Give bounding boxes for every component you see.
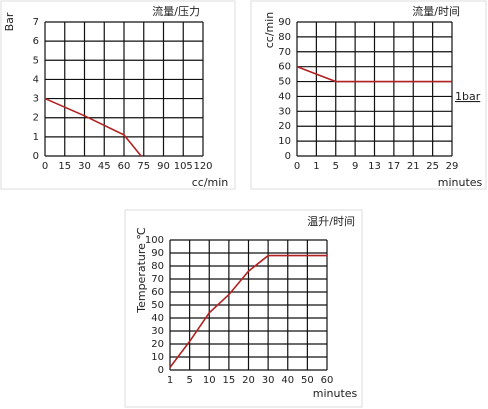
y-tick-label: 60 xyxy=(278,62,291,73)
x-tick-label: 75 xyxy=(137,161,150,172)
y-tick-label: 2 xyxy=(33,113,39,124)
y-tick-label: 80 xyxy=(278,32,291,43)
x-tick-label: 5 xyxy=(333,161,339,172)
x-axis-label: minutes xyxy=(313,387,358,400)
x-tick-label: 25 xyxy=(426,161,439,172)
x-tick-label: 40 xyxy=(281,375,294,386)
y-tick-label: 20 xyxy=(278,121,291,132)
y-tick-label: 70 xyxy=(151,274,164,285)
x-tick-label: 15 xyxy=(58,161,71,172)
x-tick-label: 60 xyxy=(321,375,334,386)
x-tick-label: 15 xyxy=(223,375,236,386)
x-tick-label: 9 xyxy=(352,161,358,172)
x-tick-label: 30 xyxy=(78,161,91,172)
panel xyxy=(0,0,236,190)
y-tick-label: 10 xyxy=(151,352,164,363)
y-tick-label: 90 xyxy=(151,248,164,259)
y-tick-label: 5 xyxy=(33,55,39,66)
x-tick-label: 1 xyxy=(167,375,173,386)
y-tick-label: 30 xyxy=(278,106,291,117)
y-tick-label: 3 xyxy=(33,94,39,105)
y-tick-label: 60 xyxy=(151,287,164,298)
y-tick-label: 40 xyxy=(151,313,164,324)
y-tick-label: 90 xyxy=(278,17,291,28)
y-tick-label: 7 xyxy=(33,17,39,28)
x-tick-label: 10 xyxy=(203,375,216,386)
y-tick-label: 1 xyxy=(33,132,39,143)
x-tick-label: 50 xyxy=(301,375,314,386)
chart-title: 温升/时间 xyxy=(307,215,355,228)
data-line xyxy=(169,254,327,368)
y-axis-label: Bar xyxy=(3,12,16,31)
x-tick-label: 60 xyxy=(118,161,131,172)
y-tick-label: 0 xyxy=(285,151,291,162)
panel xyxy=(250,0,487,190)
y-tick-label: 4 xyxy=(33,74,39,85)
y-tick-label: 40 xyxy=(278,91,291,102)
x-tick-label: 30 xyxy=(262,375,275,386)
y-tick-label: 20 xyxy=(151,339,164,350)
panel xyxy=(124,209,363,408)
x-tick-label: 21 xyxy=(407,161,420,172)
x-tick-label: 13 xyxy=(368,161,381,172)
y-tick-label: 100 xyxy=(145,235,164,246)
data-line xyxy=(296,65,452,83)
x-axis-label: minutes xyxy=(438,176,483,189)
y-tick-label: 0 xyxy=(158,365,164,376)
y-tick-label: 6 xyxy=(33,36,39,47)
annotation: 1bar xyxy=(455,90,481,103)
x-tick-label: 17 xyxy=(388,161,401,172)
y-tick-label: 50 xyxy=(151,300,164,311)
y-axis-label: Temperature ℃ xyxy=(135,227,148,314)
y-tick-label: 0 xyxy=(33,151,39,162)
chart-title: 流量/压力 xyxy=(152,4,200,18)
y-tick-label: 30 xyxy=(151,326,164,337)
y-tick-label: 50 xyxy=(278,77,291,88)
x-tick-label: 5 xyxy=(186,375,192,386)
chart-title: 流量/时间 xyxy=(412,4,460,18)
y-tick-label: 80 xyxy=(151,261,164,272)
x-tick-label: 45 xyxy=(98,161,111,172)
y-axis-label: cc/min xyxy=(263,12,276,49)
x-tick-label: 120 xyxy=(193,161,212,172)
y-tick-label: 10 xyxy=(278,136,291,147)
x-axis-label: cc/min xyxy=(192,176,229,189)
data-line xyxy=(44,97,142,157)
x-tick-label: 105 xyxy=(174,161,193,172)
x-tick-label: 0 xyxy=(42,161,48,172)
y-tick-label: 70 xyxy=(278,47,291,58)
x-tick-label: 1 xyxy=(313,161,319,172)
x-tick-label: 20 xyxy=(242,375,255,386)
x-tick-label: 29 xyxy=(446,161,459,172)
x-tick-label: 0 xyxy=(294,161,300,172)
x-tick-label: 90 xyxy=(157,161,170,172)
